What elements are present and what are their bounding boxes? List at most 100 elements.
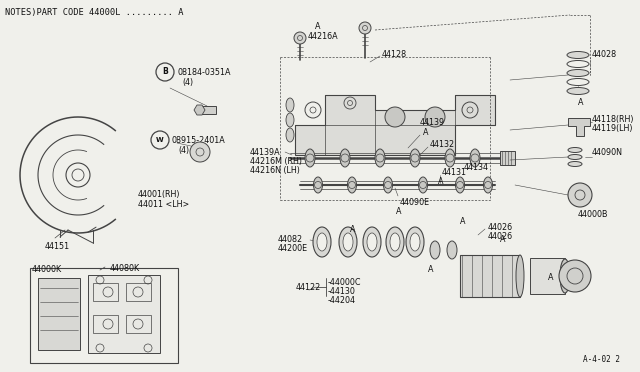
Ellipse shape xyxy=(348,177,356,193)
Text: 44118(RH): 44118(RH) xyxy=(592,115,634,124)
Bar xyxy=(93,315,118,333)
Ellipse shape xyxy=(410,233,420,251)
Text: A: A xyxy=(428,265,433,274)
Text: A: A xyxy=(548,273,554,282)
Ellipse shape xyxy=(305,149,315,167)
Text: A-4-02 2: A-4-02 2 xyxy=(583,355,620,364)
Text: A: A xyxy=(460,217,465,226)
Circle shape xyxy=(385,107,405,127)
Ellipse shape xyxy=(343,233,353,251)
Text: A: A xyxy=(438,177,444,186)
Text: B: B xyxy=(162,67,168,77)
Ellipse shape xyxy=(470,149,480,167)
Text: 44216N (LH): 44216N (LH) xyxy=(250,166,300,175)
Text: 44139A: 44139A xyxy=(250,148,280,157)
Bar xyxy=(500,151,515,165)
Ellipse shape xyxy=(560,259,570,293)
Text: A: A xyxy=(423,128,429,137)
Ellipse shape xyxy=(483,177,493,193)
Text: A: A xyxy=(350,225,355,234)
Ellipse shape xyxy=(567,87,589,94)
Text: 44131: 44131 xyxy=(442,168,467,177)
Text: 44200E: 44200E xyxy=(278,244,308,253)
Text: (4): (4) xyxy=(182,78,193,87)
Ellipse shape xyxy=(410,149,420,167)
Polygon shape xyxy=(568,118,590,136)
Text: 44000B: 44000B xyxy=(578,210,609,219)
Text: A: A xyxy=(396,207,401,216)
Ellipse shape xyxy=(286,98,294,112)
Ellipse shape xyxy=(568,161,582,167)
Text: 44080K: 44080K xyxy=(110,264,140,273)
Text: 44139: 44139 xyxy=(420,118,445,127)
Text: 44119(LH): 44119(LH) xyxy=(592,124,634,133)
Bar xyxy=(88,275,160,353)
Text: W: W xyxy=(156,137,164,143)
Circle shape xyxy=(559,260,591,292)
Text: 08184-0351A: 08184-0351A xyxy=(177,68,230,77)
Ellipse shape xyxy=(286,113,294,127)
Ellipse shape xyxy=(419,177,428,193)
Text: 44001(RH): 44001(RH) xyxy=(138,190,180,199)
Text: -44000C: -44000C xyxy=(328,278,362,287)
Text: 44122: 44122 xyxy=(296,283,321,292)
Text: NOTES)PART CODE 44000L ......... A: NOTES)PART CODE 44000L ......... A xyxy=(5,8,184,17)
Ellipse shape xyxy=(339,227,357,257)
Ellipse shape xyxy=(313,227,331,257)
Polygon shape xyxy=(295,95,495,155)
Text: 44132: 44132 xyxy=(430,140,455,149)
Ellipse shape xyxy=(445,149,455,167)
Ellipse shape xyxy=(406,227,424,257)
Bar xyxy=(126,315,151,333)
Text: 08915-2401A: 08915-2401A xyxy=(172,136,226,145)
Ellipse shape xyxy=(367,233,377,251)
Bar xyxy=(93,283,118,301)
Circle shape xyxy=(425,107,445,127)
Text: 44090E: 44090E xyxy=(400,198,430,207)
Text: A: A xyxy=(500,235,506,244)
Ellipse shape xyxy=(447,241,457,259)
Ellipse shape xyxy=(317,233,327,251)
Text: 44216M (RH): 44216M (RH) xyxy=(250,157,302,166)
Ellipse shape xyxy=(568,154,582,160)
Text: -44204: -44204 xyxy=(328,296,356,305)
Ellipse shape xyxy=(516,255,524,297)
Text: 44134: 44134 xyxy=(464,163,489,172)
Ellipse shape xyxy=(567,70,589,77)
Ellipse shape xyxy=(363,227,381,257)
Ellipse shape xyxy=(390,233,400,251)
Ellipse shape xyxy=(286,128,294,142)
Circle shape xyxy=(568,183,592,207)
Bar xyxy=(530,258,565,294)
Text: 44216A: 44216A xyxy=(308,32,339,41)
Text: 44026: 44026 xyxy=(488,232,513,241)
Ellipse shape xyxy=(386,227,404,257)
Circle shape xyxy=(294,32,306,44)
Text: 44090N: 44090N xyxy=(592,148,623,157)
Text: 44151: 44151 xyxy=(45,242,70,251)
Bar xyxy=(460,255,520,297)
Circle shape xyxy=(190,142,210,162)
Text: 44000K: 44000K xyxy=(32,265,62,274)
Bar xyxy=(30,268,178,363)
Ellipse shape xyxy=(567,51,589,58)
Ellipse shape xyxy=(375,149,385,167)
Bar xyxy=(198,106,216,114)
Text: A: A xyxy=(578,98,584,107)
Ellipse shape xyxy=(314,177,323,193)
Ellipse shape xyxy=(567,61,589,67)
Text: (4): (4) xyxy=(178,146,189,155)
Ellipse shape xyxy=(383,177,392,193)
Polygon shape xyxy=(194,105,205,115)
Ellipse shape xyxy=(430,241,440,259)
Text: 44028: 44028 xyxy=(592,50,617,59)
Text: 44128: 44128 xyxy=(382,50,407,59)
Text: 44011 <LH>: 44011 <LH> xyxy=(138,200,189,209)
Text: -44130: -44130 xyxy=(328,287,356,296)
Bar xyxy=(126,283,151,301)
Text: A: A xyxy=(315,22,321,31)
Text: 44026: 44026 xyxy=(488,223,513,232)
Ellipse shape xyxy=(456,177,465,193)
Ellipse shape xyxy=(567,78,589,86)
Ellipse shape xyxy=(340,149,350,167)
